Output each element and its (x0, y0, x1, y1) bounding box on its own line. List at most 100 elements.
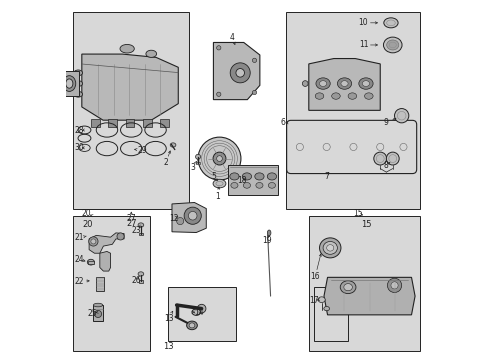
Ellipse shape (186, 321, 197, 330)
Ellipse shape (319, 81, 326, 86)
Polygon shape (213, 42, 259, 100)
Ellipse shape (383, 37, 401, 53)
Text: 1: 1 (215, 192, 220, 201)
Bar (139, 280, 142, 283)
Ellipse shape (230, 183, 238, 188)
Ellipse shape (74, 81, 82, 86)
Polygon shape (324, 277, 414, 315)
Text: 23: 23 (131, 226, 141, 235)
Bar (196, 162, 200, 164)
Ellipse shape (229, 173, 239, 180)
Bar (139, 233, 142, 235)
Polygon shape (172, 203, 206, 233)
Polygon shape (228, 165, 278, 195)
Polygon shape (81, 54, 178, 120)
Text: 22: 22 (75, 276, 84, 285)
Bar (60, 71, 79, 96)
Bar (125, 119, 134, 127)
Ellipse shape (319, 238, 340, 258)
Ellipse shape (386, 278, 401, 293)
Ellipse shape (254, 173, 264, 180)
Ellipse shape (315, 78, 329, 89)
Ellipse shape (242, 173, 251, 180)
Ellipse shape (252, 90, 256, 95)
Text: 3: 3 (190, 163, 195, 172)
Ellipse shape (138, 223, 143, 227)
Ellipse shape (170, 143, 176, 147)
Ellipse shape (216, 92, 221, 96)
Text: 20: 20 (81, 210, 91, 219)
Ellipse shape (65, 79, 73, 88)
Text: 21: 21 (75, 233, 84, 242)
Ellipse shape (362, 81, 369, 86)
Ellipse shape (230, 63, 250, 83)
Ellipse shape (120, 44, 134, 53)
Bar (73, 12, 189, 208)
Ellipse shape (252, 58, 256, 63)
Text: 2: 2 (163, 158, 168, 167)
Ellipse shape (315, 93, 323, 99)
Text: 25: 25 (88, 309, 97, 318)
Ellipse shape (213, 179, 225, 188)
Text: 29: 29 (137, 146, 146, 155)
Bar (91, 119, 100, 127)
Text: 17: 17 (309, 296, 319, 305)
Text: 26: 26 (131, 276, 141, 285)
Text: 8: 8 (383, 161, 387, 170)
Ellipse shape (373, 152, 386, 165)
Ellipse shape (343, 284, 352, 291)
Bar (143, 119, 151, 127)
Text: 12: 12 (169, 214, 178, 223)
Text: 18: 18 (237, 176, 246, 185)
Ellipse shape (93, 303, 102, 307)
Ellipse shape (267, 173, 276, 180)
Bar (167, 287, 235, 341)
Ellipse shape (323, 306, 329, 311)
Text: 27: 27 (126, 214, 136, 223)
Ellipse shape (331, 93, 340, 99)
Ellipse shape (268, 183, 275, 188)
Bar (108, 119, 117, 127)
Ellipse shape (235, 68, 244, 77)
Bar (313, 287, 347, 341)
Polygon shape (308, 59, 380, 111)
Ellipse shape (216, 156, 222, 161)
Ellipse shape (198, 137, 241, 180)
Ellipse shape (340, 281, 355, 294)
Text: 7: 7 (324, 172, 328, 181)
Ellipse shape (63, 76, 76, 91)
Text: 27: 27 (126, 219, 136, 228)
Text: 14: 14 (194, 308, 203, 317)
Ellipse shape (74, 91, 82, 97)
Text: 4: 4 (229, 33, 234, 42)
Ellipse shape (383, 18, 397, 28)
Text: 15: 15 (360, 220, 370, 229)
Text: 15: 15 (352, 210, 362, 219)
Ellipse shape (267, 230, 270, 236)
Ellipse shape (195, 154, 200, 159)
Text: 10: 10 (358, 18, 367, 27)
Text: 28: 28 (75, 126, 84, 135)
Ellipse shape (117, 233, 124, 240)
Bar (308, 216, 419, 351)
Ellipse shape (189, 323, 194, 328)
Ellipse shape (390, 282, 397, 289)
Ellipse shape (323, 242, 337, 254)
Bar (88, 261, 94, 264)
Text: 9: 9 (383, 118, 388, 127)
Text: 19: 19 (262, 236, 271, 245)
Ellipse shape (184, 207, 201, 224)
Ellipse shape (91, 239, 96, 244)
Ellipse shape (94, 310, 102, 318)
Ellipse shape (364, 93, 372, 99)
Ellipse shape (88, 237, 98, 246)
Ellipse shape (145, 50, 156, 57)
Ellipse shape (317, 297, 325, 302)
Text: 24: 24 (75, 255, 84, 264)
Polygon shape (100, 251, 110, 271)
Ellipse shape (394, 109, 408, 123)
Bar (93, 305, 102, 321)
Ellipse shape (302, 81, 307, 86)
Ellipse shape (358, 78, 372, 89)
Text: 30: 30 (75, 143, 84, 152)
